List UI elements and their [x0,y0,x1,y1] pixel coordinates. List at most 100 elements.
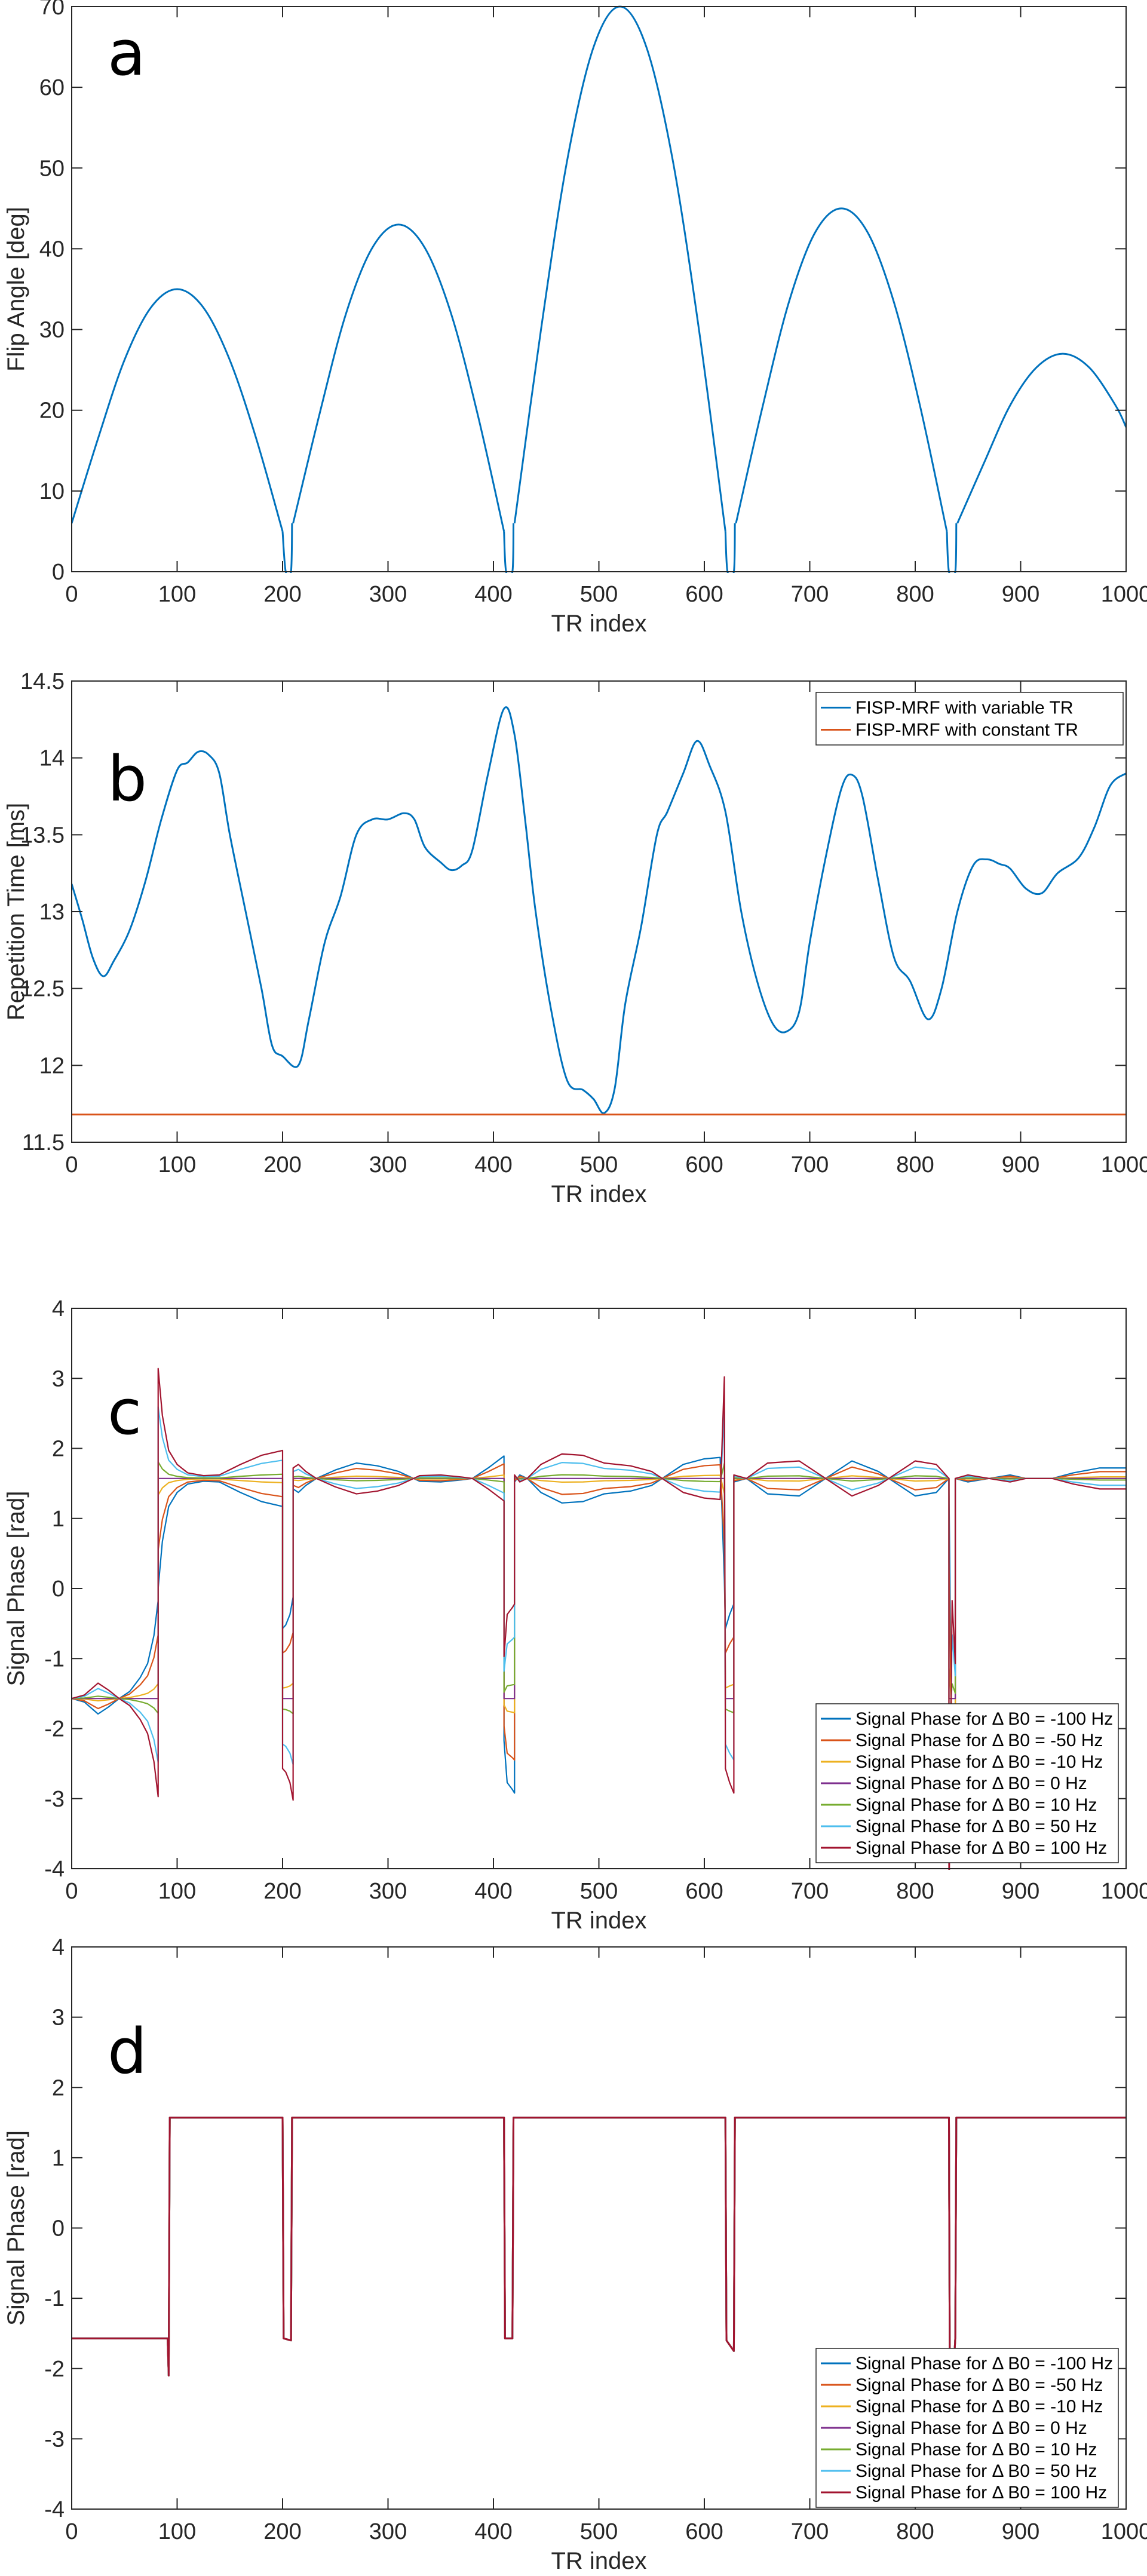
y-tick-label: 30 [39,318,65,343]
x-tick-label: 400 [474,1879,512,1904]
y-tick-label: -2 [44,2357,65,2382]
legend-entry: Signal Phase for Δ B0 = 50 Hz [855,1817,1097,1836]
y-tick-label: 12.5 [20,977,65,1002]
x-tick-label: 900 [1002,2519,1039,2544]
legend: Signal Phase for Δ B0 = -100 Hz Signal Ph… [815,1703,1119,1863]
y-tick-label: 13 [39,900,65,925]
series-line-0 [956,352,1126,524]
x-axis-label: TR index [551,2548,646,2574]
y-tick-label: 14 [39,746,65,771]
x-tick-label: 800 [896,1152,934,1177]
series-line-0 [281,523,293,573]
x-tick-label: 500 [580,2519,618,2544]
chart-panel-d: 0 100 200 300 400 500 600 700 800 900 1000 -4 -3 -2 -1… [3,1935,1147,2574]
y-tick-label: 4 [52,1296,65,1321]
x-tick-label: 0 [65,1879,78,1904]
plot-area [72,7,1126,572]
x-tick-label: 700 [791,1152,829,1177]
x-tick-label: 900 [1002,1879,1039,1904]
series-line-0 [72,1455,1126,1798]
plot-area [72,681,1126,1142]
x-tick-label: 800 [896,2519,934,2544]
y-tick-label: 0 [52,2216,65,2241]
y-tick-label: 11.5 [22,1130,65,1155]
legend-entry: Signal Phase for Δ B0 = -10 Hz [855,1752,1103,1772]
legend: Signal Phase for Δ B0 = -100 Hz Signal Ph… [815,2348,1119,2508]
y-tick-label: 2 [52,2075,65,2100]
y-tick-label: -4 [44,1857,65,1882]
x-tick-label: 400 [474,1152,512,1177]
series-line-2 [72,1474,1126,1714]
x-tick-label: 1000 [1101,1152,1147,1177]
chart-panel-a: 0 100 200 300 400 500 600 700 800 900 1000 0 10 20 30 4… [3,0,1147,637]
legend-entry: Signal Phase for Δ B0 = 100 Hz [855,1838,1107,1858]
x-tick-label: 300 [369,1879,407,1904]
x-tick-label: 300 [369,1152,407,1177]
legend-entry: Signal Phase for Δ B0 = -100 Hz [855,1709,1113,1729]
series-line-6 [72,2117,1126,2440]
x-tick-label: 700 [791,582,829,607]
x-tick-label: 1000 [1101,2519,1147,2544]
y-tick-label: 60 [39,75,65,100]
y-tick-label: 1 [52,2146,65,2171]
x-tick-label: 300 [369,2519,407,2544]
legend-entry: Signal Phase for Δ B0 = -10 Hz [855,2397,1103,2416]
x-tick-label: 0 [65,1152,78,1177]
panel-letter: c [108,1376,142,1449]
series-line-5 [72,1406,1126,1836]
y-tick-label: 20 [39,398,65,424]
y-axis-label: Signal Phase [rad] [3,2130,29,2326]
series-line-6 [72,1367,1126,1870]
x-tick-label: 100 [158,1879,196,1904]
y-tick-label: 14.5 [20,669,65,694]
panel-letter: d [108,2015,147,2088]
series-line-0 [72,706,1126,1114]
legend-entry: Signal Phase for Δ B0 = -50 Hz [855,1731,1103,1750]
series-line-0 [503,523,515,573]
x-tick-label: 700 [791,1879,829,1904]
y-tick-label: 1 [52,1507,65,1532]
series-line-3 [72,1477,1126,1700]
legend-entry: Signal Phase for Δ B0 = -100 Hz [855,2354,1113,2373]
x-tick-label: 100 [158,1152,196,1177]
series-line-0 [724,523,736,573]
y-tick-label: -3 [44,2427,65,2452]
legend-entry: Signal Phase for Δ B0 = 50 Hz [855,2461,1097,2481]
x-tick-label: 600 [685,582,723,607]
x-tick-label: 300 [369,582,407,607]
legend-entry: Signal Phase for Δ B0 = 0 Hz [855,2418,1087,2438]
legend-entry: Signal Phase for Δ B0 = 100 Hz [855,2483,1107,2503]
y-tick-label: 10 [39,479,65,504]
x-axis-label: TR index [551,611,646,637]
legend-entry: FISP-MRF with variable TR [855,698,1074,718]
y-tick-label: 3 [52,2005,65,2031]
x-tick-label: 600 [685,2519,723,2544]
x-tick-label: 500 [580,582,618,607]
x-tick-label: 900 [1002,582,1039,607]
y-axis-label: Repetition Time [ms] [3,803,29,1021]
series-line-4 [72,1461,1126,1731]
x-tick-label: 400 [474,582,512,607]
x-tick-label: 0 [65,582,78,607]
y-tick-label: 3 [52,1366,65,1391]
y-tick-label: 40 [39,237,65,262]
series-line-0 [292,223,505,532]
x-tick-label: 0 [65,2519,78,2544]
series-group [72,2117,1126,2440]
x-tick-label: 1000 [1101,1879,1147,1904]
panel-letter: b [108,743,147,815]
y-tick-label: -4 [44,2497,65,2522]
series-line-0 [72,288,284,532]
x-tick-label: 900 [1002,1152,1039,1177]
series-line-1 [72,1463,1126,1763]
y-tick-label: 0 [52,1577,65,1602]
legend-entry: Signal Phase for Δ B0 = -50 Hz [855,2375,1103,2395]
y-tick-label: -1 [44,1646,65,1672]
x-tick-label: 200 [263,2519,301,2544]
x-tick-label: 1000 [1101,582,1147,607]
x-tick-label: 400 [474,2519,512,2544]
panel-letter: a [108,17,146,90]
x-axis-label: TR index [551,1181,646,1207]
